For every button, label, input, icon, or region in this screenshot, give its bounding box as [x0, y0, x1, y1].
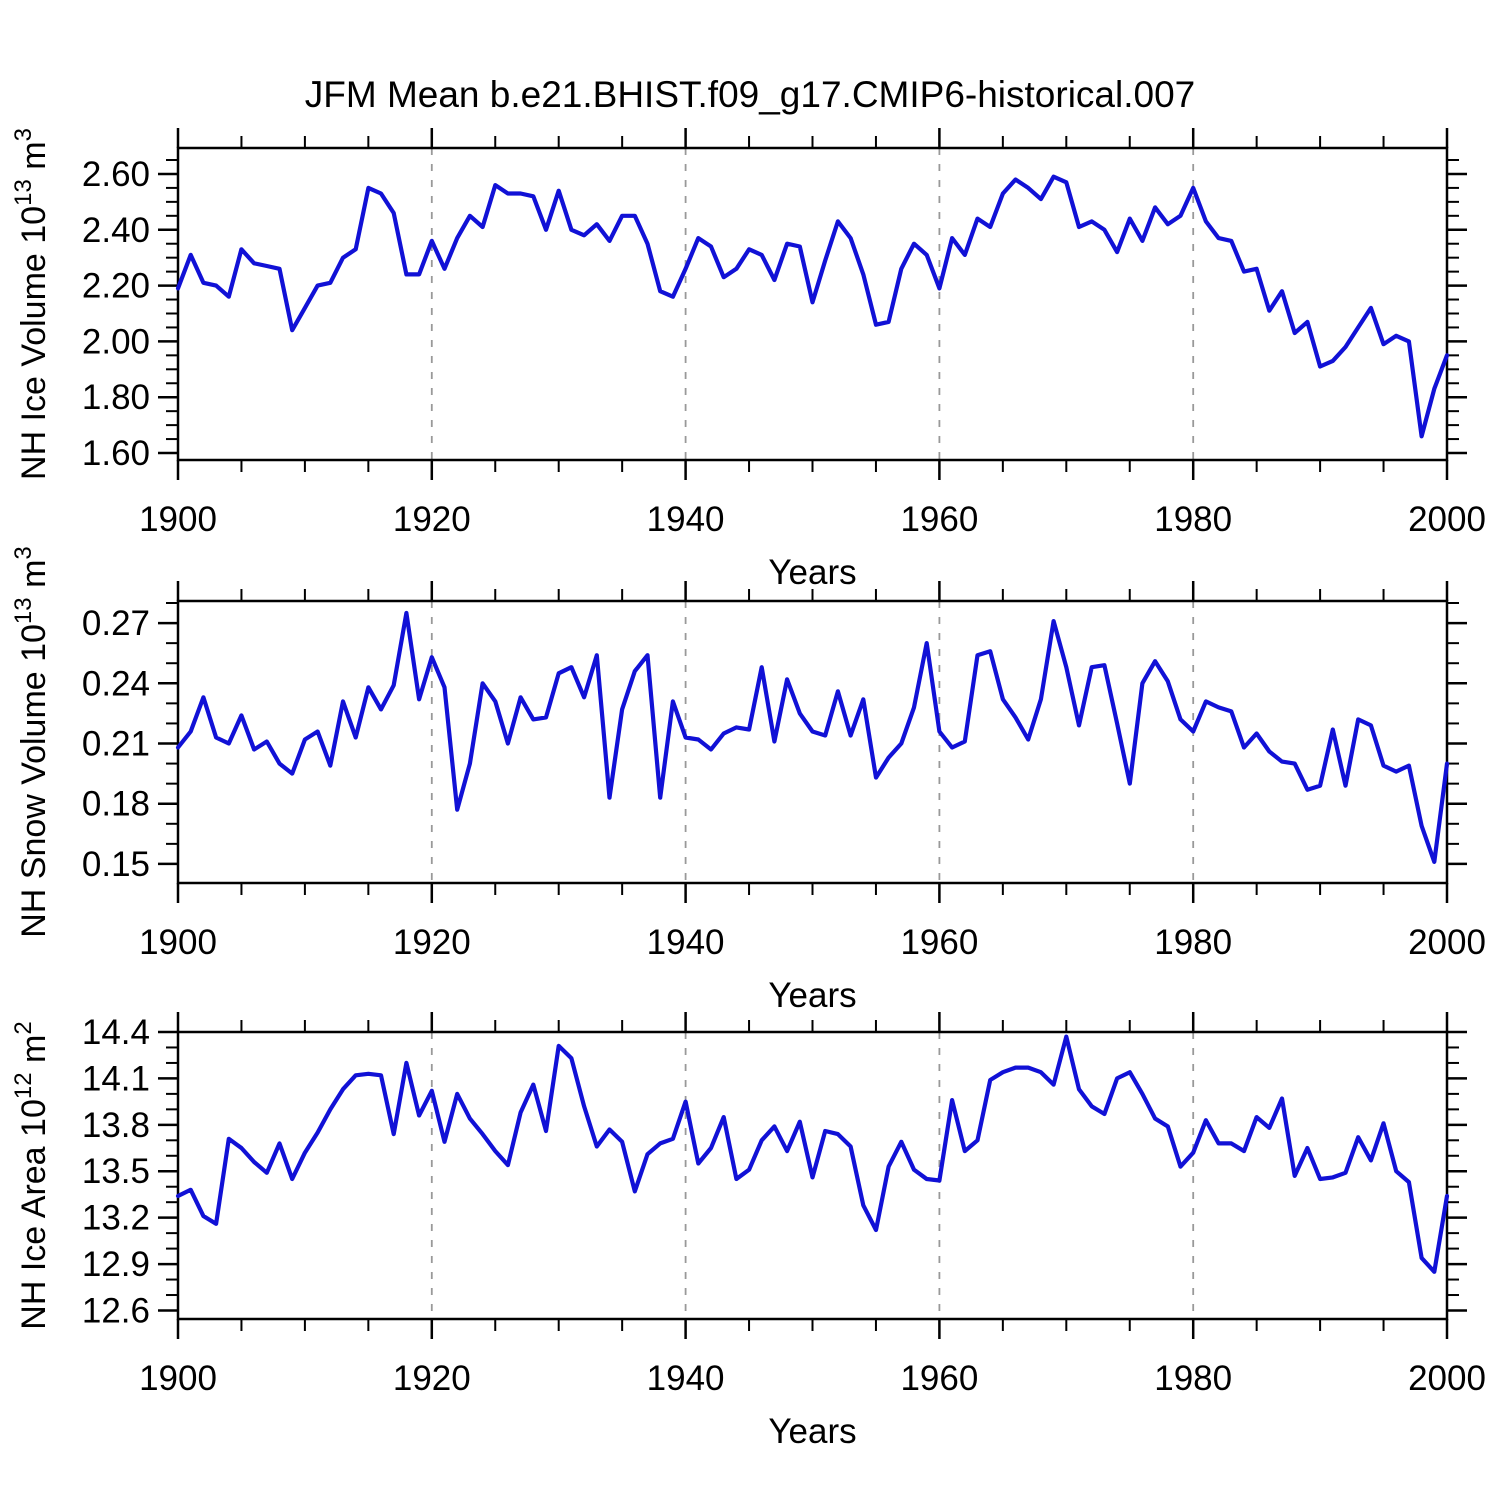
series-line [175, 610, 1450, 865]
y-tick-label: 1.60 [82, 434, 150, 473]
x-tick-label: 1920 [393, 923, 471, 962]
x-tick-label: 1960 [900, 500, 978, 539]
x-tick-label: 1900 [139, 1359, 217, 1398]
series-line [175, 1034, 1450, 1274]
y-tick-label: 1.80 [82, 378, 150, 417]
y-axis-label: NH Ice Area 1012 m2 [10, 1021, 53, 1329]
x-tick-label: 1920 [393, 500, 471, 539]
x-tick-label: 1940 [647, 500, 725, 539]
y-tick-label: 13.5 [82, 1152, 150, 1191]
y-tick-label: 2.20 [82, 267, 150, 306]
y-tick-label: 0.21 [82, 725, 150, 764]
y-tick-label: 2.00 [82, 322, 150, 361]
x-tick-label: 2000 [1408, 923, 1486, 962]
y-tick-label: 0.18 [82, 785, 150, 824]
y-tick-label: 13.2 [82, 1199, 150, 1238]
x-tick-label: 1900 [139, 923, 217, 962]
x-axis-title: Years [768, 553, 856, 592]
x-tick-label: 1940 [647, 1359, 725, 1398]
y-tick-label: 2.40 [82, 211, 150, 250]
y-tick-label: 12.6 [82, 1291, 150, 1330]
y-tick-label: 14.1 [82, 1059, 150, 1098]
series-line [175, 174, 1450, 439]
panel-nh-ice-area: NH Ice Area 1012 m2 Years 1900 1920 1940 19… [10, 1012, 1486, 1451]
panel-nh-ice-volume: NH Ice Volume 1013 m3 Years 1900 1920 1940… [10, 128, 1486, 592]
x-axis-title: Years [768, 976, 856, 1015]
x-tick-label: 1920 [393, 1359, 471, 1398]
x-axis-title: Years [768, 1412, 856, 1451]
x-tick-label: 1900 [139, 500, 217, 539]
y-tick-label: 0.15 [82, 845, 150, 884]
chart-title: JFM Mean b.e21.BHIST.f09_g17.CMIP6-histo… [305, 74, 1195, 115]
panel-nh-snow-volume: NH Snow Volume 1013 m3 Years 1900 1920 194… [10, 546, 1486, 1015]
x-tick-label: 1980 [1154, 500, 1232, 539]
x-tick-label: 1980 [1154, 923, 1232, 962]
y-tick-label: 0.27 [82, 604, 150, 643]
x-tick-label: 1980 [1154, 1359, 1232, 1398]
x-tick-label: 1960 [900, 923, 978, 962]
y-tick-label: 0.24 [82, 664, 150, 703]
y-tick-label: 14.4 [82, 1013, 150, 1052]
y-tick-label: 12.9 [82, 1245, 150, 1284]
plot-frame [176, 599, 1449, 885]
x-tick-label: 2000 [1408, 1359, 1486, 1398]
x-tick-label: 2000 [1408, 500, 1486, 539]
x-tick-label: 1940 [647, 923, 725, 962]
y-axis-label: NH Ice Volume 1013 m3 [10, 128, 53, 480]
x-tick-label: 1960 [900, 1359, 978, 1398]
y-tick-label: 2.60 [82, 155, 150, 194]
y-tick-label: 13.8 [82, 1106, 150, 1145]
y-axis-label: NH Snow Volume 1013 m3 [10, 546, 53, 938]
